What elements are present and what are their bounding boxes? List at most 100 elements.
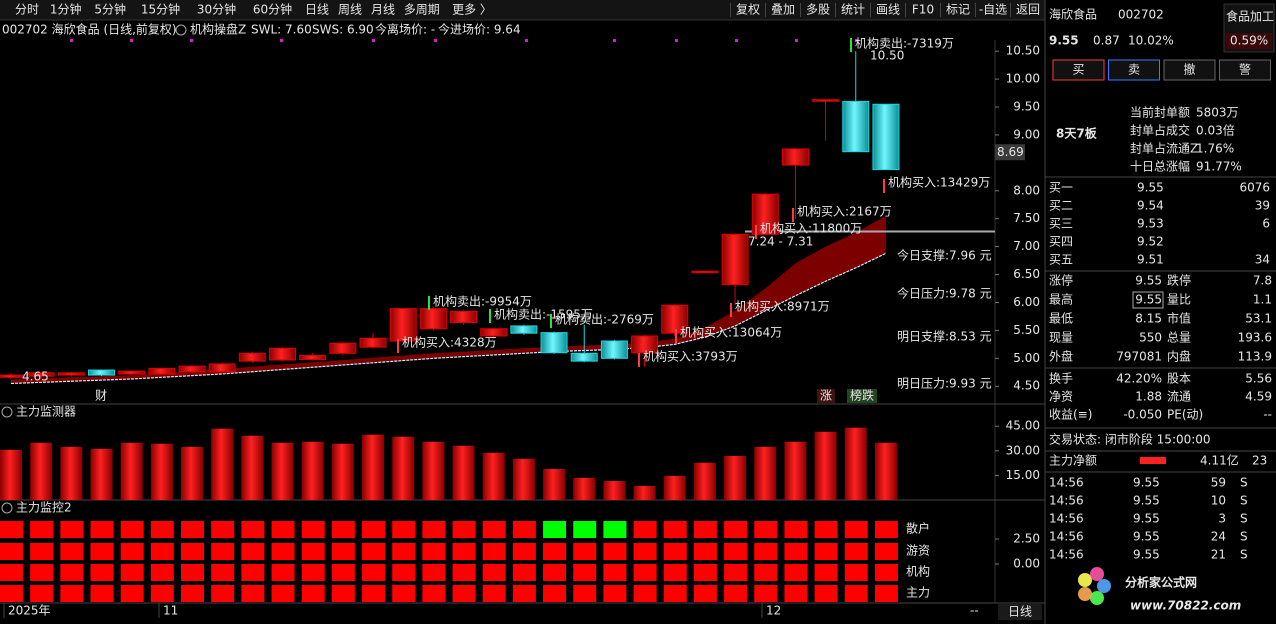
price-mark: 4.65 [22,370,49,384]
period-tab[interactable]: 更多 〉 [452,3,492,17]
highlight-box [1132,291,1164,309]
signal-cell [724,564,748,581]
stat-label: 跌停 [1167,273,1191,288]
signal-cell [814,543,838,560]
period-tab[interactable]: 多周期 [404,3,440,17]
toolbar-button[interactable]: -自选 [979,3,1007,17]
period-tab[interactable]: 周线 [338,3,362,17]
signal-cell [784,585,808,602]
signal-cell [482,585,506,602]
toolbar-button[interactable]: 返回 [1016,3,1040,17]
signal-cell [512,521,536,538]
stat-value: 1.1 [1253,293,1272,307]
stat-label: 净资 [1049,390,1073,404]
signal-cell [90,521,114,538]
stat-label: 最高 [1049,292,1073,307]
signal-cell [331,543,355,560]
toolbar-button[interactable]: 标记 [946,3,970,17]
signal-cell [693,564,717,581]
candle-body [208,363,236,373]
period-tab[interactable]: 5分钟 [94,2,126,17]
signal-cell [633,543,657,560]
chart-header: SWS: 6.90 [312,23,374,37]
candle-body [329,342,357,354]
flow-label: 主力净额 [1049,454,1097,468]
trade-button[interactable] [1108,59,1160,81]
stat-value: 797081 [1116,350,1162,364]
panel-icon[interactable] [1,502,13,514]
period-tab[interactable]: 月线 [371,3,395,17]
trade-price: 9.55 [1133,530,1160,544]
annotation: 机构买入:13064万 [680,325,782,340]
chart-header: SWL: 7.60 [251,23,312,37]
trade-price: 9.55 [1133,548,1160,562]
toolbar-button[interactable]: F10 [912,3,934,17]
signal-cell [663,585,687,602]
signal-cell [181,521,205,538]
time-label: 日线 [1008,605,1032,619]
trade-button[interactable] [1052,59,1105,81]
period-tab[interactable]: 分时 [15,3,39,17]
signal-cell [814,585,838,602]
toolbar-button[interactable]: 画线 [876,3,900,17]
logo-petal [1090,591,1104,605]
signal-cell [482,521,506,538]
signal-cell [543,521,567,538]
period-tab[interactable]: 日线 [305,3,329,17]
signal-cell [573,564,597,581]
sector-pct: 0.59% [1230,34,1268,48]
volume-bar [422,441,445,500]
panel-icon[interactable] [1,406,13,418]
toolbar-button[interactable]: 复权 [736,3,760,17]
period-tab[interactable]: 30分钟 [197,2,236,17]
signal-cell [482,543,506,560]
signal-cell [211,521,235,538]
stat-label: 最低 [1049,312,1073,326]
signal-cell [241,521,265,538]
volume-bar [573,477,596,500]
trade-button[interactable] [1219,59,1271,81]
annotation: 机构买入:11800万 [760,221,862,236]
logo-petal [1078,573,1092,587]
indicator-icon[interactable] [175,24,187,36]
signal-cell [512,564,536,581]
candle-body [781,148,809,166]
period-tab[interactable]: 15分钟 [141,2,180,17]
trade-button[interactable] [1163,59,1216,81]
signal-cell [633,521,657,538]
flow-pct: 23 [1252,454,1267,468]
signal-cell [754,521,778,538]
annotation: 机构卖出:-2769万 [555,312,654,327]
stat-value: -- [1263,408,1272,422]
annotation: 机构买入:13429万 [888,175,990,190]
signal-cell [301,521,325,538]
signal-cell [120,564,144,581]
time-label: 11 [163,604,178,618]
trade-side: S [1240,512,1248,526]
volume-bar [663,475,686,500]
signal-cell [874,521,898,538]
badge: 榜跌 [850,388,874,403]
toolbar-button[interactable]: 多股 [806,3,830,17]
signal-cell [60,585,84,602]
candle-body [178,365,206,373]
candle-body [88,369,116,376]
signal-cell [150,543,174,560]
toolbar-button[interactable]: 统计 [841,3,865,17]
period-tab[interactable]: 1分钟 [50,2,82,17]
candle-body [0,374,25,378]
period-tab[interactable]: 60分钟 [253,2,292,17]
candle-body [118,370,146,375]
signal-cell [362,585,386,602]
signal-cell [150,585,174,602]
bid-price: 9.51 [1137,253,1164,267]
annotation: 机构买入:8971万 [735,299,830,314]
trade-side: S [1240,494,1248,508]
signal-cell [452,521,476,538]
signal-cell [211,585,235,602]
bid-label: 买五 [1049,253,1073,267]
signal-cell [633,585,657,602]
stat-value: 5.56 [1245,372,1272,386]
toolbar-button[interactable]: 叠加 [771,3,795,17]
